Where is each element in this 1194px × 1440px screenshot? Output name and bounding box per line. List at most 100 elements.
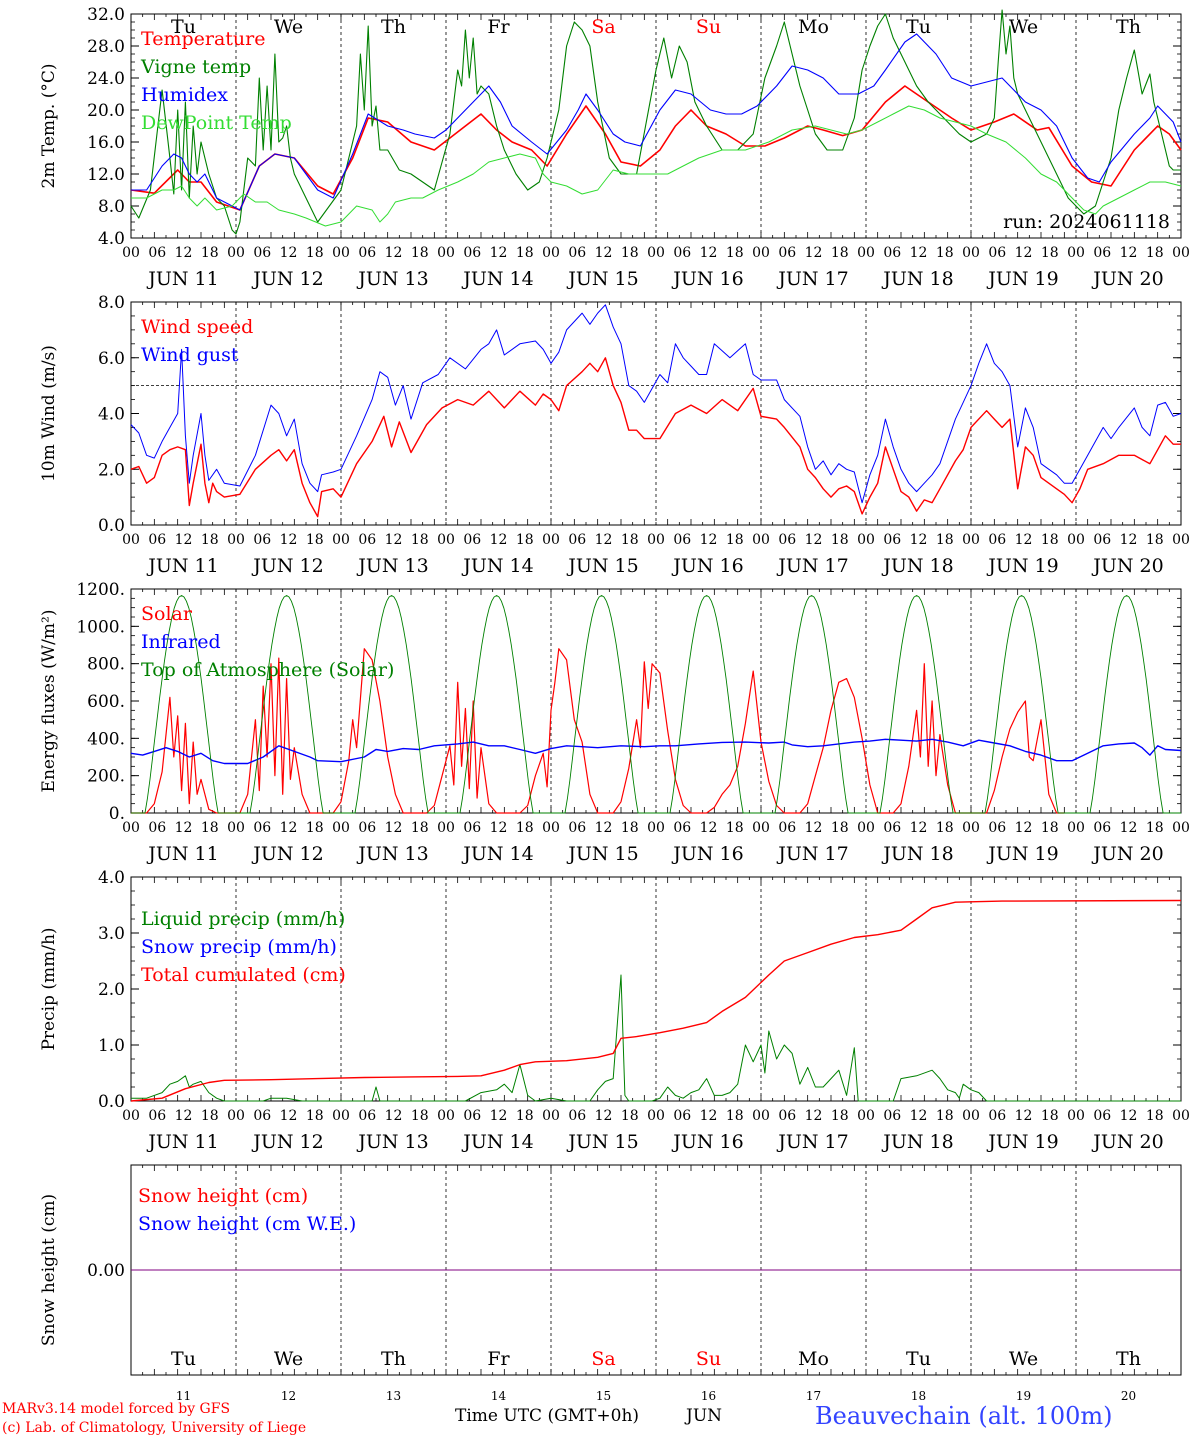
hour-tick-label: 18 xyxy=(621,245,639,261)
hour-tick-label: 06 xyxy=(568,532,586,548)
y-tick-label: 3.0 xyxy=(98,924,125,944)
y-axis-label: 2m Temp. (°C) xyxy=(39,63,59,188)
hour-tick-label: 00 xyxy=(332,820,350,836)
hour-tick-label: 12 xyxy=(595,532,613,548)
hour-tick-label: 06 xyxy=(988,820,1006,836)
hour-tick-label: 18 xyxy=(936,532,954,548)
hour-tick-label: 06 xyxy=(883,245,901,261)
hour-tick-label: 18 xyxy=(516,245,534,261)
hour-tick-label: 00 xyxy=(962,820,980,836)
y-tick-label: 2.0 xyxy=(98,460,125,480)
hour-tick-label: 12 xyxy=(1120,1108,1138,1124)
hour-tick-label: 00 xyxy=(227,532,245,548)
hour-tick-label: 12 xyxy=(280,1108,298,1124)
hour-tick-label: 00 xyxy=(1067,820,1085,836)
hour-tick-label: 00 xyxy=(542,820,560,836)
hour-tick-label: 18 xyxy=(726,1108,744,1124)
hour-tick-label: 00 xyxy=(752,245,770,261)
y-tick-label: 0.00 xyxy=(87,1261,125,1281)
weekday-label: Th xyxy=(381,1348,406,1370)
y-tick-label: 6.0 xyxy=(98,349,125,369)
hour-tick-label: 18 xyxy=(1041,1108,1059,1124)
hour-tick-label: 06 xyxy=(253,820,271,836)
hour-tick-label: 12 xyxy=(1120,532,1138,548)
hour-tick-label: 06 xyxy=(568,820,586,836)
day-number: 14 xyxy=(491,1389,507,1403)
panel-frame xyxy=(130,301,1182,526)
hour-tick-label: 18 xyxy=(411,245,429,261)
date-label: JUN 13 xyxy=(356,555,428,577)
hour-tick-label: 12 xyxy=(910,820,928,836)
hour-tick-label: 18 xyxy=(516,1108,534,1124)
weekday-label: Fr xyxy=(487,1348,510,1370)
hour-tick-label: 18 xyxy=(936,245,954,261)
hour-tick-label: 06 xyxy=(988,1108,1006,1124)
hour-tick-label: 06 xyxy=(148,1108,166,1124)
hour-tick-label: 00 xyxy=(1172,820,1190,836)
hour-tick-label: 06 xyxy=(778,532,796,548)
date-label: JUN 12 xyxy=(251,268,323,290)
hour-tick-label: 12 xyxy=(700,532,718,548)
date-label: JUN 15 xyxy=(566,555,638,577)
hour-tick-label: 12 xyxy=(805,245,823,261)
date-label: JUN 17 xyxy=(776,843,848,865)
y-tick-label: 1200. xyxy=(76,580,125,600)
y-tick-label: 28.0 xyxy=(87,37,125,57)
hour-tick-label: 12 xyxy=(385,245,403,261)
hour-tick-label: 18 xyxy=(1146,820,1164,836)
series-line xyxy=(130,357,1181,518)
hour-tick-label: 00 xyxy=(1172,532,1190,548)
hour-tick-label: 12 xyxy=(490,532,508,548)
date-label: JUN 17 xyxy=(776,1131,848,1153)
hour-tick-label: 12 xyxy=(910,532,928,548)
weekday-label: We xyxy=(274,1348,303,1370)
hour-tick-label: 00 xyxy=(1172,1108,1190,1124)
date-label: JUN 18 xyxy=(881,843,953,865)
hour-tick-label: 00 xyxy=(437,532,455,548)
hour-tick-label: 06 xyxy=(778,245,796,261)
run-label: run: 2024061118 xyxy=(1003,211,1170,233)
hour-tick-label: 12 xyxy=(595,1108,613,1124)
hour-tick-label: 06 xyxy=(673,1108,691,1124)
date-label: JUN 13 xyxy=(356,1131,428,1153)
hour-tick-label: 12 xyxy=(805,532,823,548)
hour-tick-label: 00 xyxy=(647,820,665,836)
hour-tick-label: 12 xyxy=(805,1108,823,1124)
hour-tick-label: 12 xyxy=(700,1108,718,1124)
date-label: JUN 16 xyxy=(671,268,743,290)
y-axis-label: Snow height (cm) xyxy=(39,1194,59,1346)
hour-tick-label: 18 xyxy=(936,820,954,836)
hour-tick-label: 06 xyxy=(1093,820,1111,836)
hour-tick-label: 06 xyxy=(463,532,481,548)
date-label: JUN 20 xyxy=(1091,268,1163,290)
date-label: JUN 20 xyxy=(1091,1131,1163,1153)
hour-tick-label: 06 xyxy=(1093,1108,1111,1124)
weekday-label: Th xyxy=(1116,1348,1141,1370)
hour-tick-label: 12 xyxy=(595,820,613,836)
hour-tick-label: 00 xyxy=(857,245,875,261)
series-line xyxy=(130,304,1182,504)
hour-tick-label: 06 xyxy=(883,820,901,836)
hour-tick-label: 12 xyxy=(490,820,508,836)
hour-tick-label: 12 xyxy=(490,245,508,261)
y-axis-label: Precip (mm/h) xyxy=(39,927,59,1050)
hour-tick-label: 12 xyxy=(910,1108,928,1124)
date-label: JUN 14 xyxy=(461,843,533,865)
series-line xyxy=(130,899,1182,1102)
hour-tick-label: 00 xyxy=(752,1108,770,1124)
hour-tick-label: 18 xyxy=(411,532,429,548)
hour-tick-label: 18 xyxy=(201,245,219,261)
hour-tick-label: 06 xyxy=(358,820,376,836)
date-label: JUN 11 xyxy=(146,268,218,290)
hour-tick-label: 00 xyxy=(1067,245,1085,261)
hour-tick-label: 12 xyxy=(280,245,298,261)
hour-tick-label: 00 xyxy=(122,532,140,548)
hour-tick-label: 12 xyxy=(910,245,928,261)
date-label: JUN 11 xyxy=(146,843,218,865)
hour-tick-label: 18 xyxy=(306,245,324,261)
hour-tick-label: 00 xyxy=(752,820,770,836)
station-label: Beauvechain (alt. 100m) xyxy=(815,1402,1113,1430)
date-label: JUN 12 xyxy=(251,843,323,865)
y-tick-label: 200. xyxy=(87,767,125,787)
hour-tick-label: 12 xyxy=(1015,532,1033,548)
